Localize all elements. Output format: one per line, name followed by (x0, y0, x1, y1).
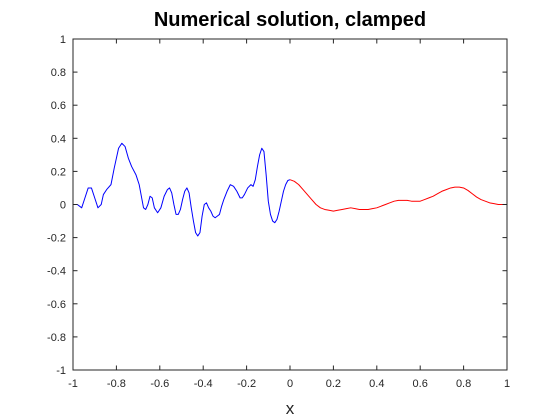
x-tick-label: 0.2 (326, 378, 341, 390)
plot-area (73, 39, 507, 370)
x-tick-label: 1 (504, 378, 510, 390)
x-tick-label: -0.4 (194, 378, 213, 390)
y-tick-label: 0.2 (51, 166, 66, 178)
x-tick-label: 0 (287, 378, 293, 390)
y-tick-label: 1 (60, 34, 66, 46)
y-tick-label: 0 (60, 200, 66, 212)
y-tick-label: -1 (56, 365, 66, 377)
x-tick-label: -0.8 (107, 378, 126, 390)
x-tick-label: 0.8 (456, 378, 471, 390)
y-tick-label: 0.6 (51, 100, 66, 112)
chart-title: Numerical solution, clamped (154, 9, 426, 31)
x-axis-label: x (286, 399, 295, 418)
x-tick-label: 0.6 (413, 378, 428, 390)
x-tick-label: -1 (68, 378, 78, 390)
x-tick-label: -0.2 (237, 378, 256, 390)
ticks-layer: -1 -0.8 -0.6 -0.4 -0.2 0 0.2 0.4 0.6 0.8 1 1 0.8 0.6 0… (47, 34, 510, 390)
x-tick-label: -0.6 (150, 378, 169, 390)
series-line-2 (289, 179, 507, 212)
y-tick-label: -0.4 (47, 266, 66, 278)
y-tick-label: -0.2 (47, 233, 66, 245)
y-tick-label: 0.8 (51, 67, 66, 79)
x-tick-label: 0.4 (369, 378, 384, 390)
series-line-1 (73, 142, 291, 237)
series-layer (73, 142, 507, 237)
y-tick-label: -0.8 (47, 332, 66, 344)
y-tick-label: -0.6 (47, 299, 66, 311)
y-tick-label: 0.4 (51, 133, 66, 145)
